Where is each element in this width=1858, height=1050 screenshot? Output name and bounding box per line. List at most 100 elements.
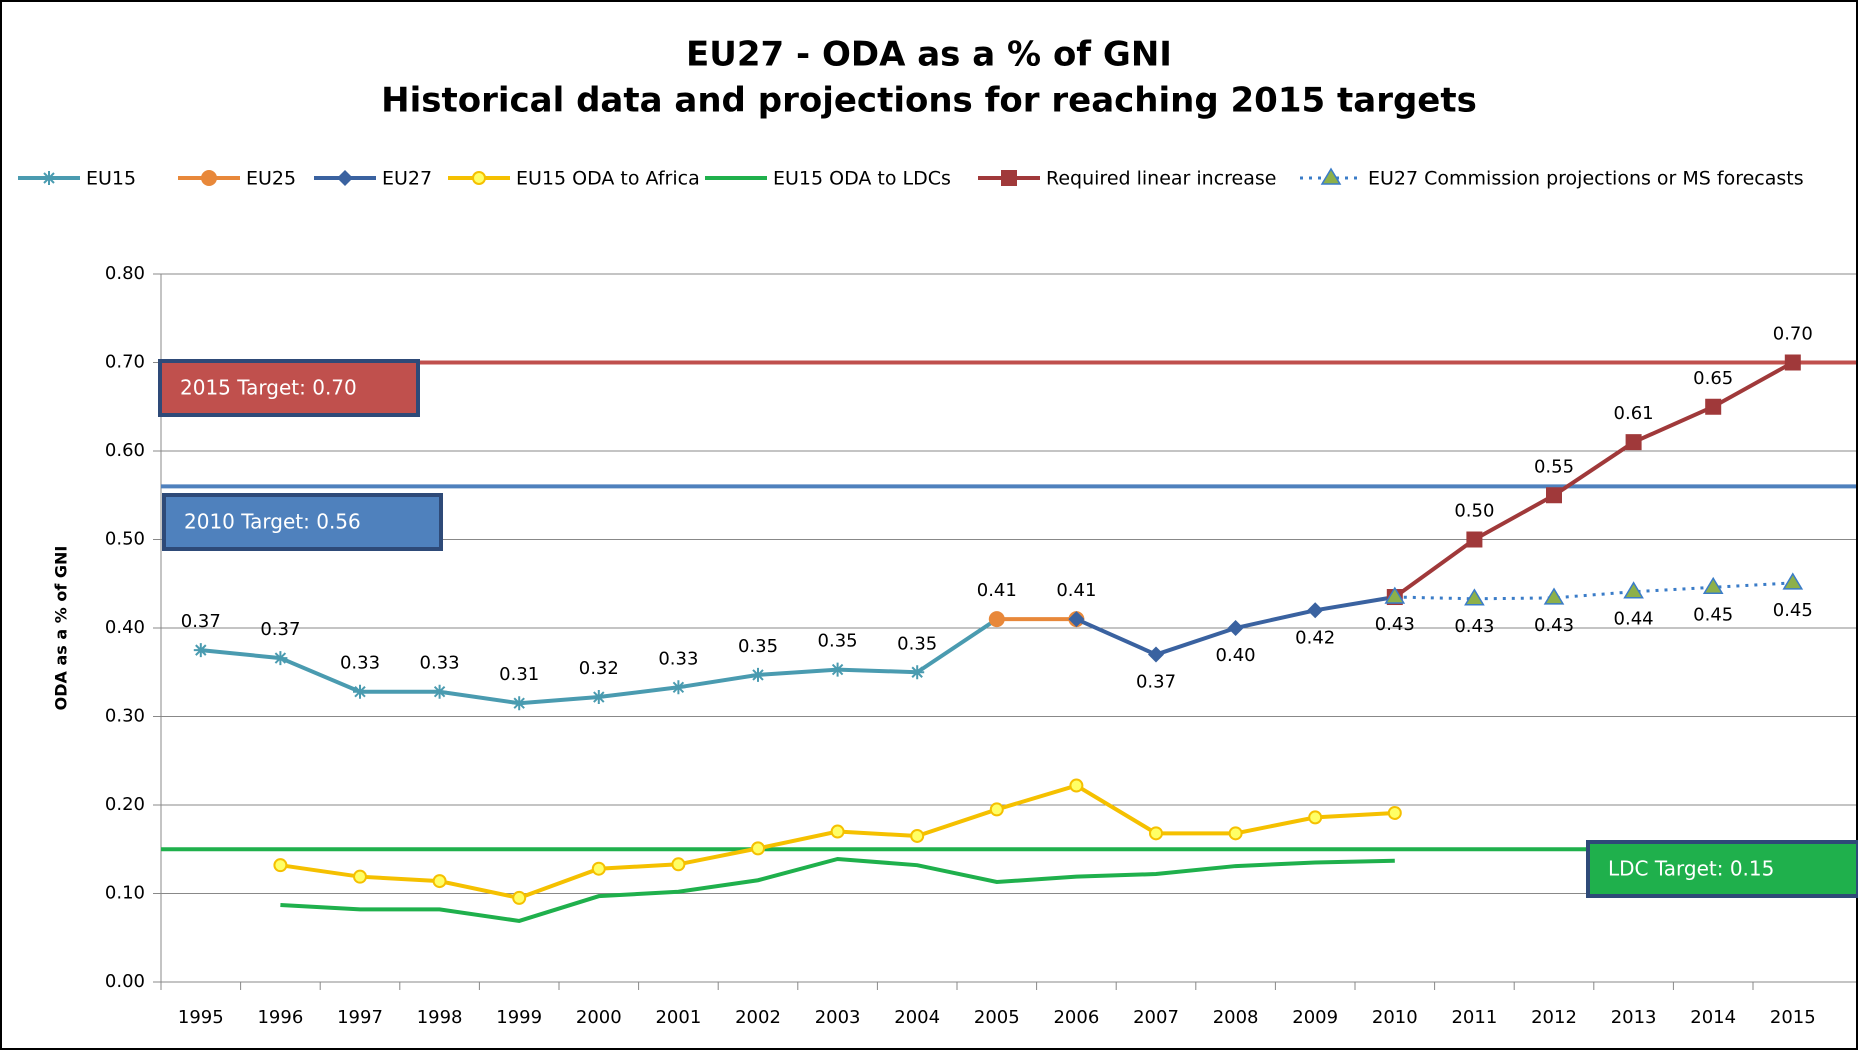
legend-label: EU25 — [246, 168, 296, 190]
series-marker — [591, 690, 606, 705]
chart-subtitle: Historical data and projections for reac… — [381, 81, 1477, 121]
series-marker — [1782, 572, 1804, 590]
series-marker — [1623, 581, 1644, 599]
legend-label: EU15 ODA to LDCs — [773, 168, 951, 190]
x-tick-label: 1999 — [496, 1007, 542, 1028]
series-marker — [512, 696, 527, 711]
series-line — [1393, 360, 1794, 599]
data-label: 0.61 — [1614, 403, 1654, 424]
series-line — [280, 856, 1395, 923]
y-axis-label: ODA as a % of GNI — [52, 546, 71, 711]
y-tick-label: 0.50 — [105, 529, 145, 550]
x-tick-label: 2014 — [1690, 1007, 1736, 1028]
x-tick-label: 2003 — [815, 1007, 861, 1028]
target-label: LDC Target: 0.15 — [1608, 857, 1774, 881]
data-label: 0.45 — [1693, 604, 1733, 625]
series-marker — [1784, 354, 1801, 371]
series-line — [1394, 581, 1793, 601]
series-marker — [1227, 620, 1244, 636]
series-marker — [591, 861, 606, 876]
x-tick-label: 2001 — [655, 1007, 701, 1028]
data-label: 0.35 — [738, 636, 778, 657]
data-label: 0.35 — [897, 633, 937, 654]
series-marker — [353, 684, 367, 699]
series-marker — [1466, 531, 1483, 548]
data-label: 0.33 — [420, 653, 460, 674]
series-marker — [1069, 778, 1084, 793]
x-tick-label: 2013 — [1611, 1007, 1657, 1028]
series-marker — [751, 667, 765, 682]
series-marker — [830, 824, 845, 839]
series-marker — [1384, 586, 1406, 604]
series-marker — [988, 611, 1005, 628]
legend-marker — [1001, 170, 1017, 186]
series-marker — [910, 665, 925, 680]
data-label: 0.43 — [1375, 614, 1415, 635]
legend-label: EU15 — [86, 168, 136, 190]
x-tick-label: 2012 — [1531, 1007, 1577, 1028]
legend-marker — [42, 171, 56, 185]
series-marker — [671, 680, 686, 695]
series-marker — [1308, 810, 1323, 825]
data-label: 0.31 — [499, 664, 539, 685]
y-tick-label: 0.40 — [105, 617, 145, 638]
y-tick-label: 0.10 — [105, 883, 145, 904]
data-label: 0.44 — [1614, 609, 1654, 630]
x-tick-label: 2011 — [1451, 1007, 1497, 1028]
legend-marker — [201, 170, 217, 186]
series-marker — [989, 802, 1004, 817]
data-label: 0.42 — [1295, 627, 1335, 648]
series-marker — [1464, 588, 1485, 606]
series-marker — [1705, 398, 1722, 415]
data-label: 0.33 — [340, 653, 380, 674]
data-label: 0.37 — [260, 619, 300, 640]
series-marker — [1228, 826, 1243, 841]
series-marker — [1546, 487, 1562, 504]
series-marker — [1543, 587, 1565, 605]
x-tick-label: 2002 — [735, 1007, 781, 1028]
x-tick-label: 2007 — [1133, 1007, 1179, 1028]
series-marker — [910, 828, 925, 843]
legend-label: EU15 ODA to Africa — [516, 168, 700, 190]
x-tick-label: 2008 — [1213, 1007, 1259, 1028]
series-marker — [273, 858, 288, 873]
x-tick-label: 1998 — [417, 1007, 463, 1028]
data-label: 0.32 — [579, 658, 619, 679]
series-marker — [432, 684, 447, 699]
data-label: 0.37 — [181, 611, 221, 632]
target-label: 2010 Target: 0.56 — [184, 510, 361, 534]
target-label: 2015 Target: 0.70 — [180, 376, 357, 400]
x-tick-label: 2009 — [1292, 1007, 1338, 1028]
legend-label: Required linear increase — [1046, 168, 1276, 190]
series-marker — [273, 651, 288, 666]
series-marker — [1387, 805, 1402, 820]
target-box — [158, 359, 420, 417]
data-label: 0.35 — [818, 631, 858, 652]
x-tick-label: 2004 — [894, 1007, 940, 1028]
series-marker — [353, 869, 367, 884]
chart-title: EU27 - ODA as a % of GNI — [686, 35, 1172, 75]
legend-marker — [337, 170, 353, 186]
series-marker — [193, 643, 208, 658]
series-marker — [1149, 826, 1163, 841]
y-tick-label: 0.80 — [105, 263, 145, 284]
legend-marker — [472, 171, 486, 185]
x-tick-label: 2000 — [576, 1007, 622, 1028]
series-marker — [1068, 611, 1085, 628]
y-tick-label: 0.70 — [105, 352, 145, 373]
y-tick-label: 0.30 — [105, 706, 145, 727]
series-marker — [1148, 646, 1164, 663]
x-tick-label: 1995 — [178, 1007, 224, 1028]
series-marker — [1307, 602, 1324, 619]
data-label: 0.40 — [1216, 645, 1256, 666]
x-tick-label: 1996 — [257, 1007, 303, 1028]
data-label: 0.50 — [1454, 501, 1494, 522]
data-label: 0.37 — [1136, 672, 1176, 693]
data-label: 0.70 — [1773, 324, 1813, 345]
x-tick-label: 2015 — [1770, 1007, 1816, 1028]
series-marker — [751, 841, 765, 856]
series-marker — [432, 874, 447, 889]
data-label: 0.55 — [1534, 456, 1574, 477]
y-tick-label: 0.00 — [105, 971, 145, 992]
